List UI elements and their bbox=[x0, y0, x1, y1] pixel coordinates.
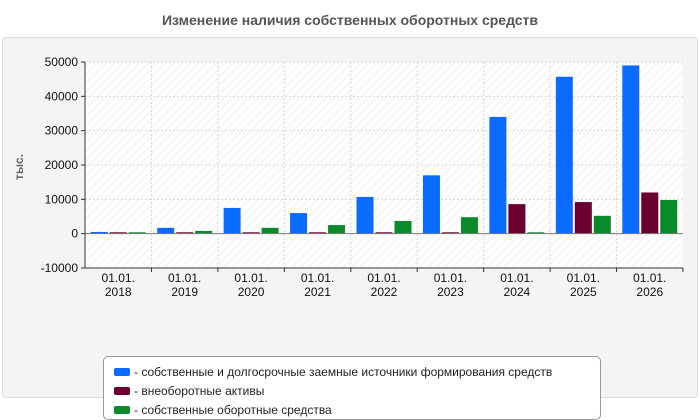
x-tick-label-year: 2018 bbox=[105, 285, 132, 299]
bar bbox=[489, 116, 507, 234]
x-tick-label-day: 01.01. bbox=[367, 271, 400, 285]
legend-item-sources: - собственные и долгосрочные заемные ист… bbox=[114, 362, 600, 381]
bar bbox=[660, 200, 678, 234]
legend-item-noncurrent-assets: - внеоборотные активы bbox=[114, 381, 600, 400]
x-tick-label-year: 2022 bbox=[371, 285, 398, 299]
bar bbox=[309, 232, 327, 234]
x-tick-label-day: 01.01. bbox=[234, 271, 267, 285]
x-tick-label-year: 2021 bbox=[304, 285, 331, 299]
bar bbox=[375, 232, 393, 234]
legend-label-working-capital: - собственные оборотные средства bbox=[134, 402, 332, 417]
x-tick-label-year: 2019 bbox=[171, 285, 198, 299]
bar bbox=[242, 232, 260, 234]
chart-legend: - собственные и долгосрочные заемные ист… bbox=[103, 356, 601, 420]
x-tick-label-year: 2023 bbox=[437, 285, 464, 299]
bar bbox=[422, 175, 440, 234]
x-tick-label-year: 2020 bbox=[238, 285, 265, 299]
x-tick-label-day: 01.01. bbox=[102, 271, 135, 285]
y-tick-label: 50000 bbox=[45, 55, 79, 69]
bar bbox=[90, 231, 108, 234]
bar bbox=[128, 232, 146, 234]
legend-label-noncurrent-assets: - внеоборотные активы bbox=[134, 383, 265, 398]
bar bbox=[508, 204, 526, 234]
y-tick-label: -10000 bbox=[41, 261, 79, 275]
bar bbox=[622, 65, 640, 234]
legend-swatch-blue bbox=[114, 367, 130, 376]
bar bbox=[574, 202, 592, 234]
legend-swatch-green bbox=[114, 405, 130, 414]
y-tick-label: 20000 bbox=[45, 158, 79, 172]
legend-swatch-maroon bbox=[114, 386, 130, 395]
x-tick-label-day: 01.01. bbox=[168, 271, 201, 285]
x-tick-label-year: 2024 bbox=[504, 285, 531, 299]
bar bbox=[555, 76, 573, 234]
bar bbox=[157, 227, 175, 234]
bar bbox=[109, 232, 127, 234]
x-tick-label-day: 01.01. bbox=[301, 271, 334, 285]
bar bbox=[195, 230, 213, 234]
bar bbox=[176, 232, 194, 234]
y-tick-label: 40000 bbox=[45, 89, 79, 103]
y-tick-label: 0 bbox=[71, 227, 78, 241]
legend-item-working-capital: - собственные оборотные средства bbox=[114, 400, 600, 419]
x-tick-label-day: 01.01. bbox=[633, 271, 666, 285]
chart-panel: -10000 0 10000 20000 30000 40000 50000 01.01. 20… bbox=[2, 37, 698, 420]
x-tick-label-day: 01.01. bbox=[434, 271, 467, 285]
bar bbox=[593, 215, 611, 234]
x-tick-label-day: 01.01. bbox=[567, 271, 600, 285]
y-axis-title: тыс. bbox=[12, 154, 26, 180]
bar bbox=[394, 220, 412, 234]
bar bbox=[328, 225, 346, 234]
bar bbox=[527, 232, 545, 234]
bar bbox=[460, 217, 478, 234]
bar bbox=[641, 192, 659, 234]
bar bbox=[223, 207, 241, 234]
bar bbox=[261, 227, 279, 234]
chart-plot: -100000100002000030000400005000001.01.20… bbox=[12, 55, 684, 299]
x-tick-label-year: 2026 bbox=[636, 285, 663, 299]
y-tick-label: 30000 bbox=[45, 124, 79, 138]
x-tick-label-day: 01.01. bbox=[500, 271, 533, 285]
legend-label-sources: - собственные и долгосрочные заемные ист… bbox=[134, 364, 553, 379]
bar bbox=[356, 196, 374, 234]
chart-title: Изменение наличия собственных оборотных … bbox=[161, 12, 539, 28]
y-tick-label: 10000 bbox=[45, 192, 79, 206]
x-tick-label-year: 2025 bbox=[570, 285, 597, 299]
bar bbox=[441, 232, 459, 234]
bar bbox=[290, 213, 308, 234]
